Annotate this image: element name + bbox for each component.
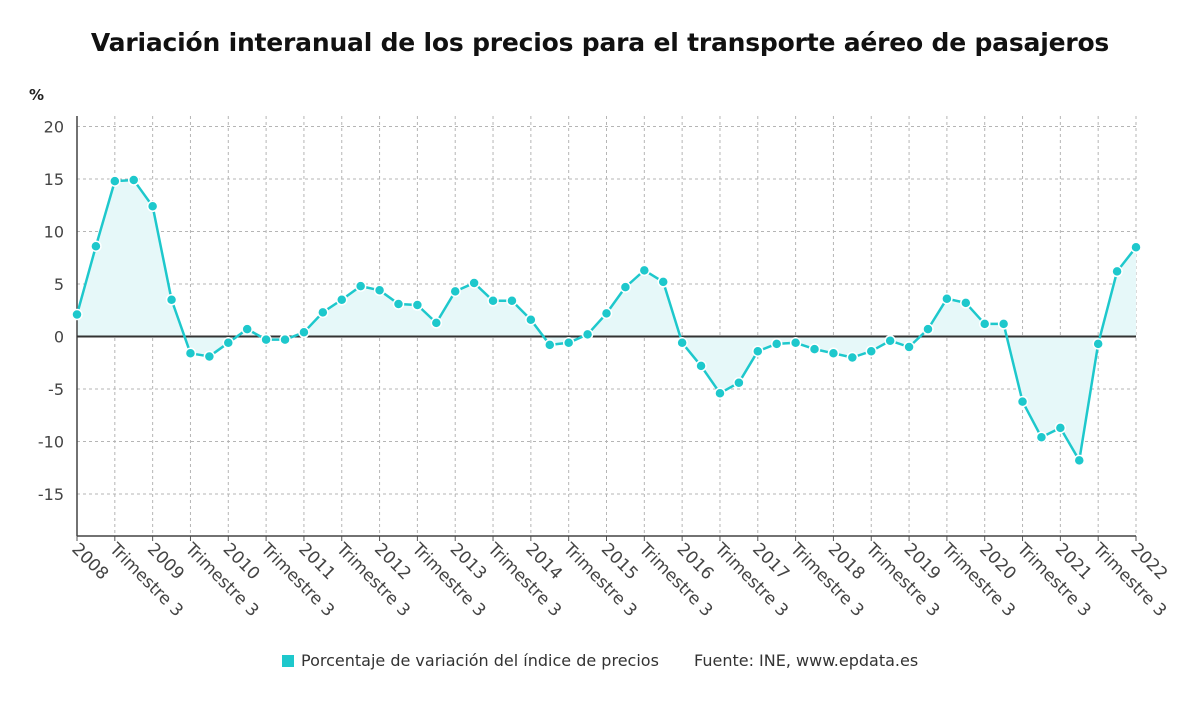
data-point (468, 277, 480, 289)
data-point (544, 339, 556, 351)
data-point (714, 387, 726, 399)
axes (76, 116, 1137, 541)
data-point (487, 295, 499, 307)
data-point (676, 337, 688, 349)
data-point (411, 299, 424, 311)
data-point (279, 333, 291, 346)
data-point (997, 318, 1010, 330)
y-tick-label: 10 (44, 223, 64, 242)
data-point (146, 200, 159, 213)
legend-swatch (282, 654, 294, 667)
data-point (827, 347, 840, 360)
data-point (581, 328, 594, 341)
data-point (127, 174, 140, 186)
data-point (960, 297, 972, 309)
data-point (657, 276, 669, 288)
data-point (298, 326, 310, 339)
data-point (1035, 431, 1048, 444)
data-point (241, 323, 253, 335)
data-point (222, 337, 235, 349)
data-point (71, 308, 83, 321)
data-point (619, 281, 632, 293)
data-point (884, 334, 896, 347)
data-point (317, 306, 329, 319)
data-point (770, 338, 783, 350)
data-point (941, 292, 953, 305)
data-point (600, 307, 613, 320)
data-point (430, 317, 443, 329)
data-point (449, 285, 461, 298)
data-point (373, 284, 386, 297)
y-tick-label: -15 (38, 485, 64, 504)
data-point (1111, 265, 1123, 278)
data-point (1016, 395, 1029, 408)
legend-label: Porcentaje de variación del índice de pr… (301, 651, 659, 670)
data-point (184, 347, 197, 360)
data-point (525, 313, 537, 326)
data-point (109, 175, 121, 187)
data-point (638, 264, 651, 277)
data-point (506, 295, 518, 307)
data-point (1073, 454, 1086, 467)
data-point (978, 318, 991, 330)
data-point (90, 240, 102, 252)
source-credit: Fuente: INE, www.epdata.es (694, 651, 919, 670)
chart-title: Variación interanual de los precios para… (90, 28, 1110, 57)
data-point (392, 298, 405, 310)
data-point (203, 350, 216, 363)
data-point (789, 337, 802, 349)
data-point (865, 345, 877, 357)
data-point (808, 343, 821, 355)
data-point (562, 337, 575, 349)
data-point (922, 323, 934, 335)
y-tick-labels: 20 15 10 5 0 -5 -10 -15 (38, 118, 64, 505)
series-area (77, 180, 1136, 461)
y-tick-label: -10 (38, 433, 64, 452)
data-point (733, 376, 745, 389)
y-tick-label: 5 (54, 275, 64, 294)
y-tick-label: 0 (54, 328, 64, 347)
chart-footer: Porcentaje de variación del índice de pr… (0, 651, 1200, 675)
y-axis-unit-label: % (29, 86, 44, 104)
data-point (1054, 422, 1067, 434)
data-point (165, 294, 178, 306)
data-point (1130, 241, 1142, 253)
data-point (695, 360, 707, 372)
data-point (846, 351, 859, 364)
y-tick-label: 15 (44, 170, 64, 189)
data-point (354, 280, 367, 292)
data-point (1092, 338, 1104, 350)
series-points (71, 174, 1142, 467)
data-point (752, 345, 764, 357)
data-point (260, 333, 272, 346)
y-tick-label: 20 (44, 118, 64, 137)
area-fill (77, 180, 1136, 461)
legend: Porcentaje de variación del índice de pr… (282, 651, 659, 670)
data-point (903, 341, 915, 353)
y-tick-label: -5 (48, 380, 64, 399)
data-point (336, 294, 348, 306)
x-tick-label: 2008 (67, 539, 112, 584)
